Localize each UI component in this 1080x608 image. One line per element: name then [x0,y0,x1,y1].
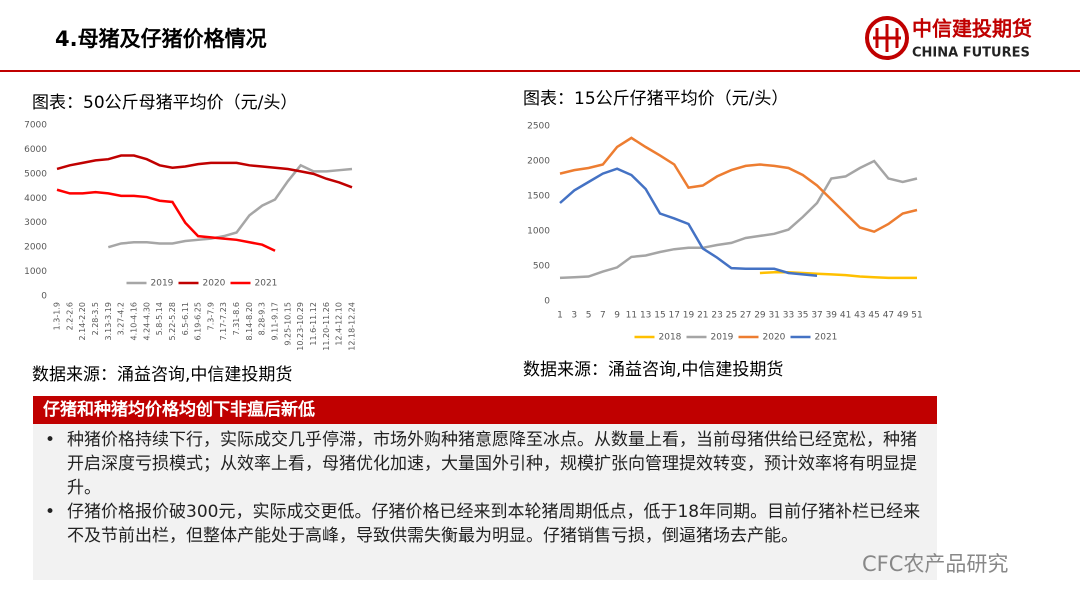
y-tick-label: 1000 [527,227,550,237]
legend-label: 2021 [255,279,278,289]
x-tick-label: 9 [614,311,620,321]
series-line [759,271,917,280]
bullet: 仔猪价格报价破300元，实际成交更低。仔猪价格已经来到本轮猪周期低点，低于18年… [41,500,927,548]
logo-cn: 中信建投期货 [912,17,1032,41]
y-tick-label: 1500 [527,192,550,202]
y-tick-label: 6000 [24,145,47,155]
chart-title: 图表：50公斤母猪平均价（元/头） [32,93,297,113]
y-tick-label: 5000 [24,169,47,179]
x-tick-label: 9.25-10.15 [283,302,292,346]
logo-emblem [865,16,909,60]
bullet: 种猪价格持续下行，实际成交几乎停滞，市场外购种猪意愿降至冰点。从数量上看，当前母… [41,428,927,500]
legend-label: 2018 [659,333,682,343]
x-tick-label: 49 [897,311,909,321]
x-tick-label: 13 [640,311,651,321]
x-tick-label: 39 [826,311,838,321]
x-tick-label: 35 [797,311,808,321]
x-tick-label: 33 [783,311,794,321]
x-tick-label: 19 [683,311,695,321]
series-line [56,188,276,252]
x-tick-label: 2.2-2.6 [65,302,74,330]
series-line [559,136,918,234]
source: 数据来源：涌益咨询,中信建投期货 [32,365,292,385]
logo-en: CHINA FUTURES [912,46,1030,61]
x-tick-label: 3 [571,311,577,321]
x-tick-label: 51 [911,311,922,321]
x-tick-label: 12.4-12.10 [335,302,344,346]
x-tick-label: 11 [626,311,637,321]
legend-label: 2019 [711,333,734,343]
x-tick-label: 41 [840,311,851,321]
y-tick-label: 2500 [527,122,550,132]
x-tick-label: 1 [557,311,563,321]
x-tick-label: 15 [654,311,665,321]
x-tick-label: 7.3-7.9 [206,302,215,330]
source: 数据来源：涌益咨询,中信建投期货 [523,360,783,380]
x-tick-label: 29 [754,311,766,321]
x-tick-label: 47 [883,311,894,321]
x-tick-label: 21 [697,311,708,321]
y-tick-label: 2000 [527,157,550,167]
legend-label: 2020 [203,279,226,289]
x-tick-label: 37 [811,311,822,321]
chart-title: 图表：15公斤仔猪平均价（元/头） [523,89,788,109]
x-tick-label: 31 [768,311,779,321]
x-tick-label: 5 [586,311,592,321]
x-tick-label: 43 [854,311,865,321]
y-tick-label: 7000 [24,121,47,131]
x-tick-label: 27 [740,311,751,321]
series-line [559,167,818,278]
x-tick-label: 8.14-8.20 [245,302,254,341]
legend-label: 2019 [151,279,174,289]
y-tick-label: 2000 [24,243,47,253]
x-tick-label: 17 [669,311,680,321]
watermark: CFC农产品研究 [862,552,1009,576]
x-tick-label: 8.28-9.3 [258,302,267,335]
box-title: 仔猪和种猪均价格均创下非瘟后新低 [33,396,937,424]
x-tick-label: 5.8-5.14 [155,302,164,335]
x-tick-label: 9.11-9.17 [271,302,280,341]
x-tick-label: 23 [711,311,722,321]
y-tick-label: 0 [544,297,550,307]
legend-label: 2021 [815,333,838,343]
x-tick-label: 25 [726,311,737,321]
y-tick-label: 0 [41,292,47,302]
x-tick-label: 3.27-4.2 [117,302,126,335]
x-tick-label: 7.17-7.23 [219,302,228,341]
series-line [559,159,918,280]
slide-title: 4.母猪及仔猪价格情况 [55,27,267,51]
series-line [107,163,353,249]
y-tick-label: 500 [533,262,550,272]
logo-mark [873,24,901,52]
x-tick-label: 10.23-10.29 [296,302,305,351]
x-tick-label: 11.6-11.12 [309,302,318,346]
bullet-box: 种猪价格持续下行，实际成交几乎停滞，市场外购种猪意愿降至冰点。从数量上看，当前母… [33,424,937,580]
x-tick-label: 2.14-2.20 [78,302,87,341]
series-line [56,154,353,189]
x-tick-label: 11.20-11.26 [322,302,331,351]
y-tick-label: 4000 [24,194,47,204]
x-tick-label: 6.19-6.25 [194,302,203,341]
x-tick-label: 4.24-4.30 [142,302,151,341]
x-tick-label: 5.22-5.28 [168,302,177,341]
legend-label: 2020 [763,333,786,343]
x-tick-label: 4.10-4.16 [129,302,138,341]
x-tick-label: 7 [600,311,606,321]
x-tick-label: 12.18-12.24 [348,302,357,351]
x-tick-label: 45 [868,311,879,321]
x-tick-label: 3.13-3.19 [104,302,113,341]
x-tick-label: 6.5-6.11 [181,302,190,335]
y-tick-label: 1000 [24,267,47,277]
x-tick-label: 1.3-1.9 [53,302,62,330]
x-tick-label: 2.28-3.5 [91,302,100,335]
y-tick-label: 3000 [24,218,47,228]
x-tick-label: 7.31-8.6 [232,302,241,335]
